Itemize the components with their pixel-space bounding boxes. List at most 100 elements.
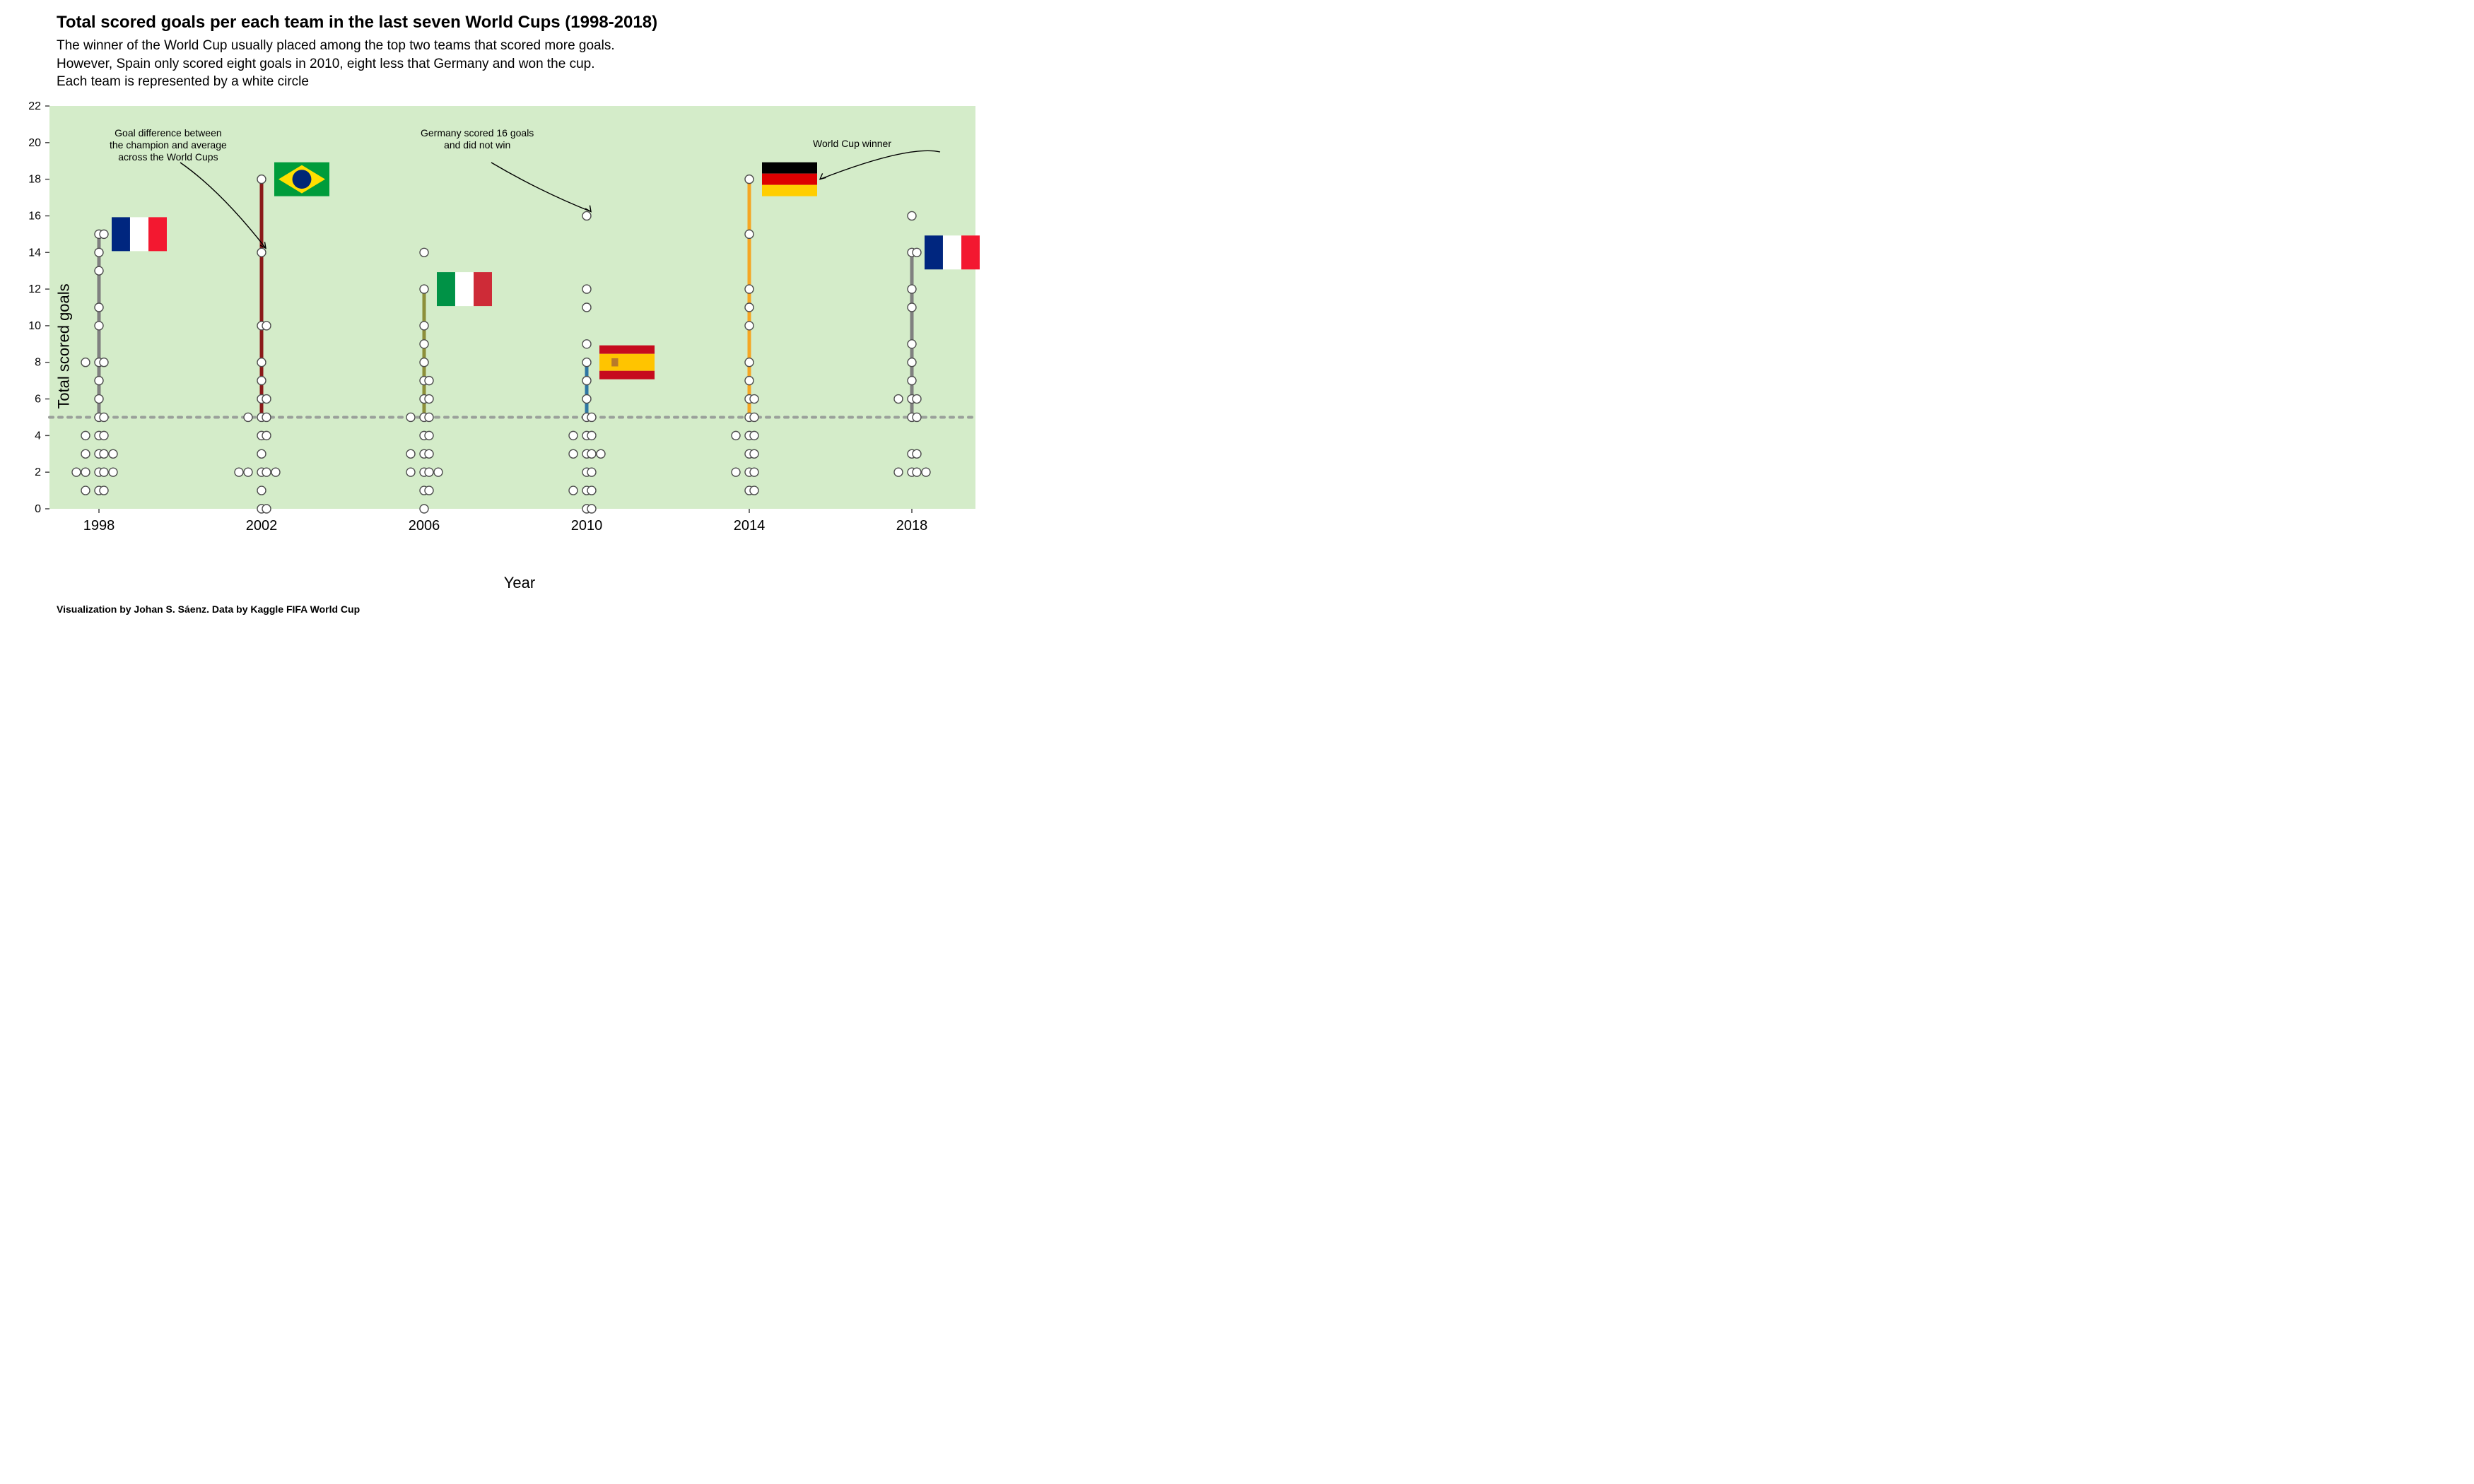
team-point [100,413,108,421]
team-point [100,230,108,238]
team-point [235,468,243,476]
y-axis-title: Total scored goals [55,283,74,408]
chart-svg: 0246810121416182022199820022006201020142… [0,99,983,551]
team-point [582,211,591,220]
team-point [81,449,90,458]
team-point [72,468,81,476]
team-point [582,395,591,404]
team-point [582,377,591,385]
team-point [732,431,740,440]
y-tick-label: 6 [35,394,41,406]
team-point [745,285,754,293]
team-point [425,395,433,404]
team-point [913,449,921,458]
y-tick-label: 12 [28,283,41,295]
team-point [908,377,916,385]
team-point [750,468,758,476]
team-point [262,468,271,476]
team-point [109,468,117,476]
team-point [587,449,596,458]
team-point [257,248,266,257]
flag-france [112,217,167,251]
team-point [109,449,117,458]
chart-subtitle: The winner of the World Cup usually plac… [57,37,615,91]
team-point [582,285,591,293]
team-point [569,486,578,495]
team-point [745,230,754,238]
team-point [95,377,103,385]
team-point [908,358,916,367]
team-point [908,303,916,312]
team-point [81,486,90,495]
y-tick-label: 8 [35,357,41,369]
team-point [425,486,433,495]
team-point [894,468,903,476]
y-tick-label: 0 [35,503,41,515]
team-point [420,285,428,293]
flag-italy [437,272,492,306]
team-point [750,449,758,458]
team-point [750,431,758,440]
x-tick-label: 2006 [409,518,440,534]
team-point [745,322,754,330]
team-point [257,358,266,367]
team-point [81,468,90,476]
team-point [406,449,415,458]
plot-area: Total scored goals Year 0246810121416182… [0,99,1039,594]
team-point [95,322,103,330]
x-tick-label: 2002 [246,518,278,534]
flag-germany [762,163,817,196]
team-point [425,413,433,421]
x-tick-label: 2018 [896,518,928,534]
team-point [745,175,754,184]
y-tick-label: 16 [28,210,41,222]
team-point [420,358,428,367]
team-point [750,413,758,421]
team-point [922,468,930,476]
team-point [908,211,916,220]
team-point [587,505,596,513]
team-point [425,468,433,476]
y-tick-label: 4 [35,430,41,442]
team-point [425,377,433,385]
team-point [913,468,921,476]
y-tick-label: 14 [28,247,41,259]
team-point [425,431,433,440]
team-point [587,468,596,476]
y-tick-label: 10 [28,320,41,332]
flag-brazil [274,163,329,196]
chart-title: Total scored goals per each team in the … [57,13,657,33]
team-point [262,413,271,421]
team-point [271,468,280,476]
team-point [420,248,428,257]
team-point [913,248,921,257]
team-point [913,413,921,421]
team-point [597,449,605,458]
team-point [587,486,596,495]
team-point [81,431,90,440]
team-point [406,468,415,476]
team-point [750,395,758,404]
team-point [420,505,428,513]
team-point [587,431,596,440]
team-point [95,395,103,404]
x-tick-label: 2014 [734,518,766,534]
team-point [908,285,916,293]
team-point [100,486,108,495]
y-tick-label: 20 [28,137,41,149]
team-point [81,358,90,367]
team-point [100,431,108,440]
team-point [745,358,754,367]
team-point [894,395,903,404]
team-point [257,449,266,458]
team-point [745,377,754,385]
y-tick-label: 2 [35,466,41,478]
team-point [95,303,103,312]
team-point [913,395,921,404]
team-point [434,468,442,476]
team-point [100,449,108,458]
team-point [420,322,428,330]
team-point [582,303,591,312]
flag-spain [599,346,655,379]
team-point [569,449,578,458]
